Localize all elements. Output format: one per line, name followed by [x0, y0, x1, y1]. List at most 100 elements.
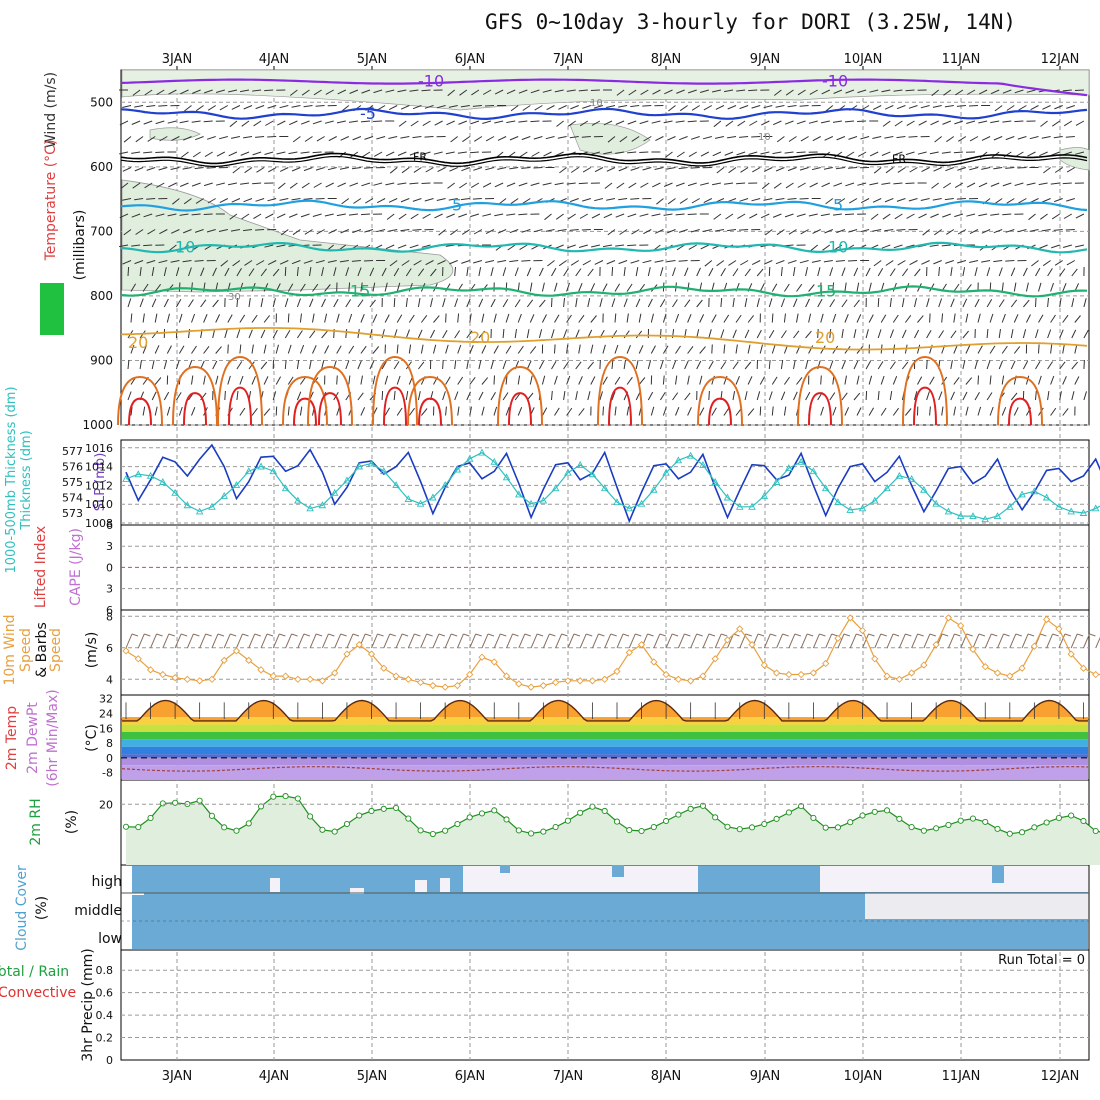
wind-barb [253, 213, 262, 220]
wind-barb [823, 167, 833, 170]
wind-barb [526, 360, 532, 370]
surface-wind-barb [223, 633, 231, 649]
wind-barb [470, 213, 480, 218]
wind-barb [494, 89, 504, 95]
wind-barb [555, 151, 564, 157]
wind-barb [412, 136, 422, 139]
warm-contour [797, 365, 843, 426]
wind-barb [740, 260, 749, 266]
wind-barb [163, 360, 168, 370]
wind-speed-point [1055, 625, 1063, 633]
wind-barb [672, 392, 679, 401]
wind-barb [418, 361, 425, 370]
hot-contour [128, 397, 152, 426]
wind-barb [872, 105, 882, 111]
wind-barb [212, 360, 218, 370]
wind-barb [478, 267, 482, 277]
wind-barb [591, 151, 601, 155]
wind-speed-point [269, 672, 277, 680]
rh-point [515, 827, 522, 834]
wind-barb [360, 282, 363, 292]
wind-barb [361, 89, 371, 94]
wind-barb [829, 392, 836, 401]
wind-speed-point [699, 672, 707, 680]
wind-barb [969, 136, 979, 142]
surface-wind-barb-flag [266, 633, 274, 637]
wind-barb [284, 359, 287, 370]
wind-barb [389, 167, 398, 174]
wind-barb [220, 260, 229, 267]
wind-speed-point [527, 683, 535, 691]
wind-barb [255, 229, 265, 231]
wind-barb [183, 198, 192, 205]
wind-barb [478, 391, 484, 401]
temperature-color-band [122, 754, 1088, 758]
wind-barb [570, 105, 579, 110]
rh-point [491, 807, 498, 814]
wind-barb [422, 120, 431, 127]
contour-label: 20 [815, 328, 835, 347]
wind-speed-point [822, 659, 830, 668]
x-tick-label-bottom: 11JAN [942, 1069, 981, 1084]
wind-barb [650, 406, 655, 416]
wind-barb [901, 268, 909, 277]
rh-point [417, 827, 424, 834]
wind-barb [917, 376, 923, 385]
cloud-cell [500, 865, 510, 873]
wind-barb [192, 151, 201, 158]
wind-barb [219, 198, 229, 204]
surface-wind-barb-flag [230, 633, 237, 637]
wind-barb [206, 136, 216, 140]
wind-barb [123, 136, 132, 143]
wind-barb [690, 136, 700, 140]
wind-barb [485, 229, 495, 235]
wind-barb [896, 229, 906, 231]
wind-barb [1062, 314, 1069, 323]
wind-barb [1074, 376, 1080, 385]
rh-point [859, 812, 866, 819]
thickness-point [760, 492, 769, 499]
chart-title: GFS 0~10day 3-hourly for DORI (3.25W, 14… [485, 10, 1017, 34]
surface-wind-barb [874, 633, 882, 649]
wind-barb [339, 167, 349, 170]
wind-barb [521, 229, 531, 233]
wind-barb [461, 167, 470, 172]
wind-barb [676, 151, 685, 158]
hot-contour [808, 392, 832, 426]
wind-barb [654, 260, 664, 263]
wind-barb [296, 360, 300, 370]
wind-barb [315, 105, 325, 107]
wind-barb [788, 136, 797, 142]
thickness-point [416, 499, 425, 507]
wind-barb [953, 151, 963, 154]
wind-barb [556, 120, 564, 127]
wind-barb [151, 360, 155, 370]
wind-barb [627, 120, 637, 125]
wind-barb [829, 328, 832, 339]
rh-point [761, 820, 768, 828]
wind-barb [696, 267, 701, 277]
wind-barb [155, 213, 165, 217]
wind-barb [787, 198, 797, 200]
wind-barb [159, 136, 168, 142]
surface-wind-barb-flag [843, 633, 851, 637]
wind-barb [884, 136, 894, 139]
wind-barb [1010, 267, 1016, 277]
li-tick: 3 [106, 583, 113, 596]
surface-wind-barb-flag [806, 633, 814, 637]
wind-barb [841, 392, 848, 401]
wind-barb [1083, 359, 1085, 370]
wind-barb [773, 89, 782, 96]
wind-barb [799, 167, 809, 171]
wind-barb [461, 260, 470, 264]
wind-barb [847, 167, 858, 169]
wind-barb [384, 407, 391, 416]
wind-barb [1022, 329, 1027, 339]
wind-barb [469, 406, 472, 416]
wind-barb [832, 213, 842, 216]
wind-barb [699, 89, 709, 93]
rh-point [454, 820, 461, 828]
wind-barb [771, 376, 778, 385]
wind-barb [820, 213, 830, 217]
thickness-point [600, 484, 609, 492]
